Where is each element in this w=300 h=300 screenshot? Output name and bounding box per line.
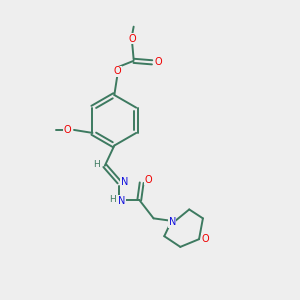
Text: N: N — [118, 196, 125, 206]
Text: O: O — [128, 34, 136, 44]
Text: O: O — [64, 125, 71, 135]
Text: O: O — [155, 57, 162, 67]
Text: O: O — [202, 234, 209, 244]
Text: N: N — [121, 177, 128, 187]
Text: N: N — [169, 217, 176, 227]
Text: H: H — [93, 160, 100, 169]
Text: H: H — [109, 195, 116, 204]
Text: O: O — [113, 66, 121, 76]
Text: O: O — [144, 175, 152, 185]
